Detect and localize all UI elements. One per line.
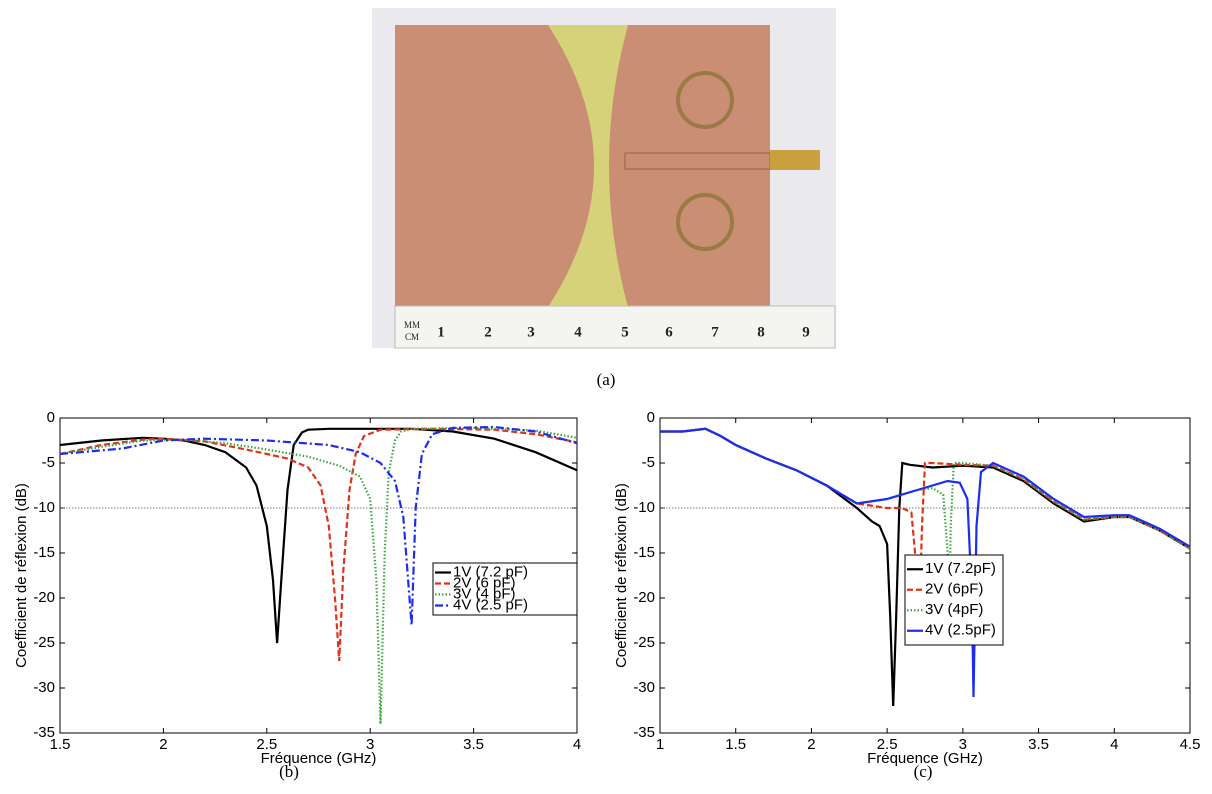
series-line	[59, 427, 578, 662]
y-tick-label: -10	[633, 499, 655, 516]
ruler-label: 2	[484, 324, 492, 340]
ruler	[394, 305, 836, 349]
x-tick-label: 2.5	[256, 736, 277, 753]
y-tick-label: -5	[42, 454, 55, 471]
x-tick-label: 1	[656, 736, 664, 753]
x-tick-label: 2	[807, 736, 815, 753]
y-tick-label: -20	[633, 589, 655, 606]
y-tick-label: 0	[47, 409, 55, 426]
y-tick-label: 0	[647, 409, 655, 426]
y-tick-label: -25	[633, 634, 655, 651]
x-tick-label: 4.5	[1180, 736, 1201, 753]
legend-label: 2V (6pF)	[925, 581, 983, 598]
y-tick-label: -25	[33, 634, 55, 651]
y-tick-label: -30	[633, 679, 655, 696]
ruler-label: 6	[665, 324, 673, 340]
x-tick-label: 2.5	[877, 736, 898, 753]
x-tick-label: 1.5	[725, 736, 746, 753]
legend-label: 3V (4pF)	[925, 601, 983, 618]
series-line	[660, 427, 1191, 698]
series-line	[59, 426, 578, 725]
ruler-label: 9	[802, 324, 810, 340]
x-tick-label: 4	[1110, 736, 1118, 753]
legend-box	[432, 562, 578, 616]
x-tick-label: 4	[573, 736, 581, 753]
y-tick-label: -15	[633, 544, 655, 561]
caption: (c)	[914, 762, 933, 781]
caption: (b)	[279, 762, 299, 781]
y-tick-label: -10	[33, 499, 55, 516]
x-tick-label: 3.5	[463, 736, 484, 753]
legend-label: 1V (7.2 pF)	[453, 563, 528, 580]
photo	[372, 8, 836, 349]
connector	[770, 150, 820, 170]
ruler-label: 1	[437, 324, 445, 340]
ruler-label: MM	[404, 320, 420, 330]
y-tick-label: -5	[642, 454, 655, 471]
legend-label: 1V (7.2pF)	[925, 560, 996, 577]
ring-top	[676, 71, 734, 129]
x-axis-label: Fréquence (GHz)	[261, 750, 377, 767]
plot-frame	[659, 417, 1191, 734]
x-tick-label: 2	[159, 736, 167, 753]
y-tick-label: -15	[33, 544, 55, 561]
ring-bottom	[676, 193, 734, 251]
ruler-label: 5	[621, 324, 629, 340]
ruler-label: 3	[527, 324, 535, 340]
series-line	[59, 425, 578, 626]
legend-label: 3V (4 pF)	[453, 585, 516, 602]
y-tick-label: -30	[33, 679, 55, 696]
x-axis-label: Fréquence (GHz)	[867, 750, 983, 767]
y-tick-label: -35	[33, 724, 55, 741]
y-axis-label: Coefficient de réflexion (dB)	[613, 483, 630, 668]
x-tick-label: 3	[959, 736, 967, 753]
feed-line	[624, 152, 771, 170]
x-tick-label: 1.5	[50, 736, 71, 753]
y-axis-label: Coefficient de réflexion (dB)	[13, 483, 30, 668]
ruler-label: 4	[574, 324, 582, 340]
ruler-label: 8	[757, 324, 765, 340]
ruler-label: CM	[405, 332, 419, 342]
ruler-label: 7	[711, 324, 719, 340]
y-tick-label: -20	[33, 589, 55, 606]
y-tick-label: -35	[633, 724, 655, 741]
x-tick-label: 3.5	[1028, 736, 1049, 753]
legend-label: 4V (2.5pF)	[925, 622, 996, 639]
caption: (a)	[597, 370, 616, 389]
x-tick-label: 3	[366, 736, 374, 753]
legend-label: 2V (6 pF)	[453, 574, 516, 591]
legend-label: 4V (2.5 pF)	[453, 596, 528, 613]
